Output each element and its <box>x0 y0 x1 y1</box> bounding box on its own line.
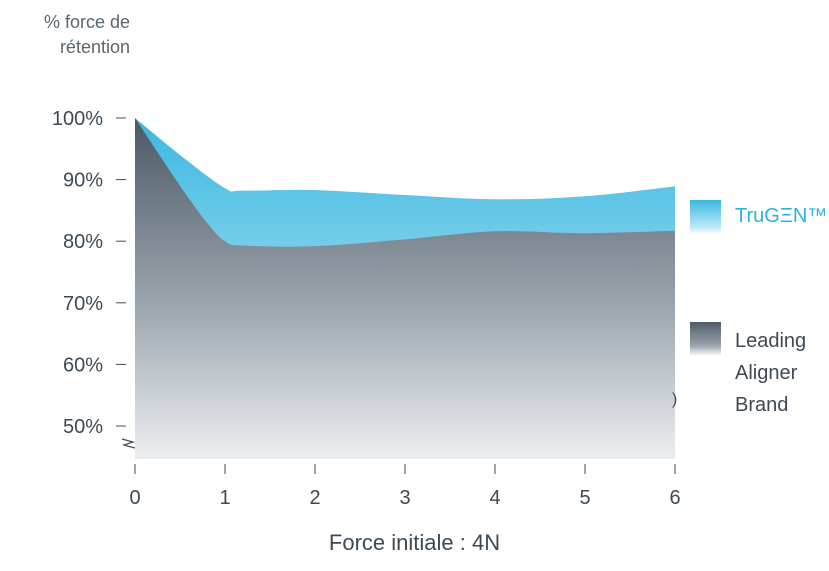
legend-label-trugen: TruGΞN™ <box>735 205 828 227</box>
x-tick-label: 3 <box>399 487 410 509</box>
x-tick-label: 1 <box>219 487 230 509</box>
stray-mark: ) <box>672 391 677 408</box>
y-tick-label: 80% <box>63 231 103 253</box>
x-tick-label: 6 <box>669 487 680 509</box>
legend-label-leading: Leading Aligner Brand <box>735 330 807 416</box>
y-tick-label: 100% <box>52 108 103 130</box>
legend-swatch-leading <box>690 322 721 356</box>
x-tick-label: 4 <box>489 487 500 509</box>
series-area-leading <box>135 118 675 458</box>
y-axis-label-line-2: rétention <box>59 37 130 57</box>
legend-swatch-trugen <box>690 200 721 234</box>
x-axis-label: Force initiale : 4N <box>328 530 501 555</box>
y-tick-label: 90% <box>63 170 103 192</box>
y-axis-break <box>121 438 136 449</box>
y-tick-label: 50% <box>63 416 103 438</box>
y-tick-label: 60% <box>63 354 103 376</box>
y-axis-label-line-1: % force de <box>43 12 130 32</box>
y-tick-label: 70% <box>63 293 103 315</box>
x-axis: 0 1 2 3 4 5 6 <box>129 457 681 509</box>
x-tick-label: 2 <box>309 487 320 509</box>
y-axis: 100% 90% 80% 70% 60% 50% <box>52 108 136 449</box>
x-tick-label: 0 <box>129 487 140 509</box>
x-tick-label: 5 <box>579 487 590 509</box>
